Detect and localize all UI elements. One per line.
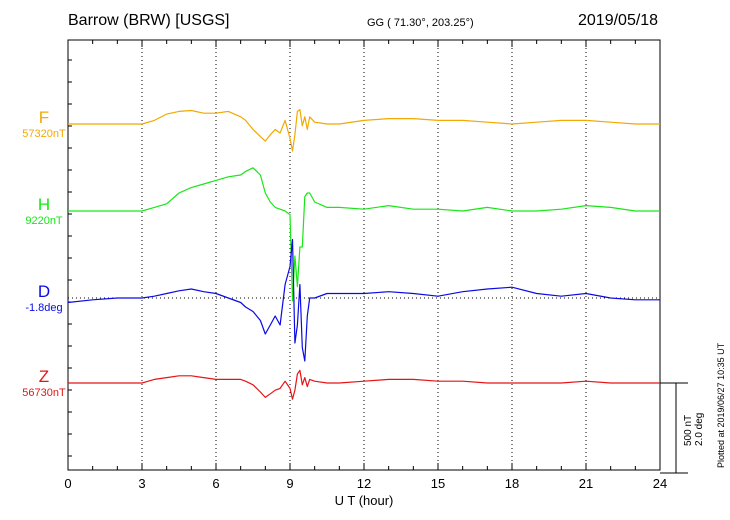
baseline-value-h: 9220nT xyxy=(25,215,63,227)
x-tick-label: 9 xyxy=(286,476,293,491)
x-tick-label: 0 xyxy=(64,476,71,491)
baseline-value-z: 56730nT xyxy=(22,387,66,399)
component-name-f: F xyxy=(38,108,50,127)
x-tick-label: 18 xyxy=(505,476,519,491)
x-tick-label: 3 xyxy=(138,476,145,491)
x-axis-label: U T (hour) xyxy=(335,493,394,508)
label-z: Z 56730nT xyxy=(6,367,82,399)
component-name-z: Z xyxy=(38,367,50,386)
baseline-value-f: 57320nT xyxy=(22,128,66,140)
x-tick-label: 15 xyxy=(431,476,445,491)
x-tick-label: 6 xyxy=(212,476,219,491)
title-coordinates: GG ( 71.30°, 203.25°) xyxy=(367,17,474,29)
x-tick-label: 12 xyxy=(357,476,371,491)
label-f: F 57320nT xyxy=(6,108,82,140)
scale-bar-deg-label: 2.0 deg xyxy=(694,413,705,446)
title-station: Barrow (BRW) [USGS] xyxy=(68,12,230,29)
series-line-z xyxy=(68,369,660,400)
component-name-h: H xyxy=(37,195,51,214)
x-tick-label: 24 xyxy=(653,476,667,491)
label-h: H 9220nT xyxy=(6,195,82,227)
plot-timestamp-note: Plotted at 2019/06/27 10:35 UT xyxy=(716,342,726,468)
x-tick-label: 21 xyxy=(579,476,593,491)
series-line-f xyxy=(68,109,660,152)
component-name-d: D xyxy=(37,282,51,301)
series-line-h xyxy=(68,167,660,302)
scale-bar-nt-label: 500 nT xyxy=(683,415,694,446)
label-d: D -1.8deg xyxy=(6,282,82,314)
title-date: 2019/05/18 xyxy=(578,12,659,29)
series-line-d xyxy=(67,238,660,362)
baseline-value-d: -1.8deg xyxy=(25,302,63,314)
